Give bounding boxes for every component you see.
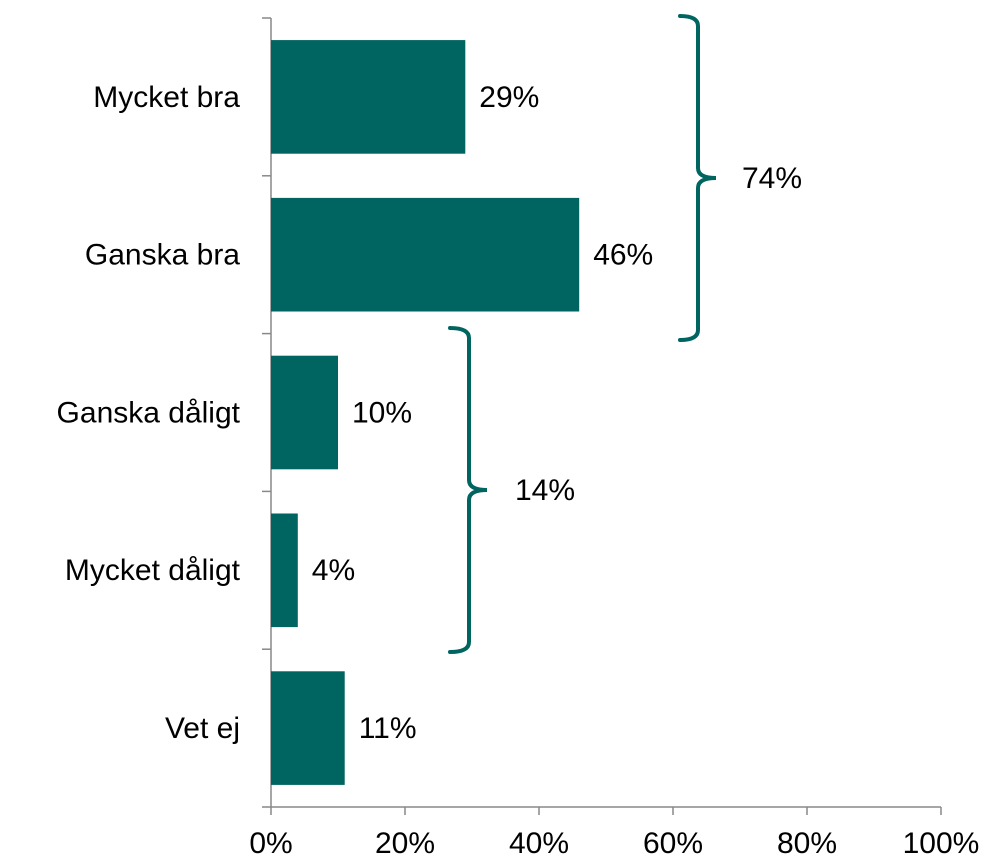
annotation: 74% xyxy=(742,162,802,195)
bar xyxy=(271,513,298,628)
annotation: 14% xyxy=(515,474,575,507)
value-label: 4% xyxy=(312,554,355,587)
bracket xyxy=(678,14,717,342)
x-tick-label: 20% xyxy=(375,827,435,859)
bracket xyxy=(448,326,488,654)
y-tick-label: Vet ej xyxy=(165,712,240,745)
y-tick-label: Mycket dåligt xyxy=(65,554,241,587)
value-label: 10% xyxy=(352,396,412,429)
value-label: 11% xyxy=(359,712,417,745)
bar xyxy=(271,355,338,470)
bar xyxy=(271,40,466,154)
y-tick-label: Ganska bra xyxy=(85,239,240,272)
value-label: 46% xyxy=(593,239,653,272)
y-tick-label: Mycket bra xyxy=(93,81,240,114)
value-label: 29% xyxy=(479,81,539,114)
x-tick-label: 0% xyxy=(249,827,292,859)
x-tick-label: 60% xyxy=(643,827,703,859)
x-tick-label: 40% xyxy=(509,827,569,859)
y-tick-label: Ganska dåligt xyxy=(57,396,241,429)
bar xyxy=(271,671,345,785)
x-tick-label: 80% xyxy=(777,827,837,859)
x-tick-label: 100% xyxy=(903,827,980,859)
bar xyxy=(271,197,580,312)
